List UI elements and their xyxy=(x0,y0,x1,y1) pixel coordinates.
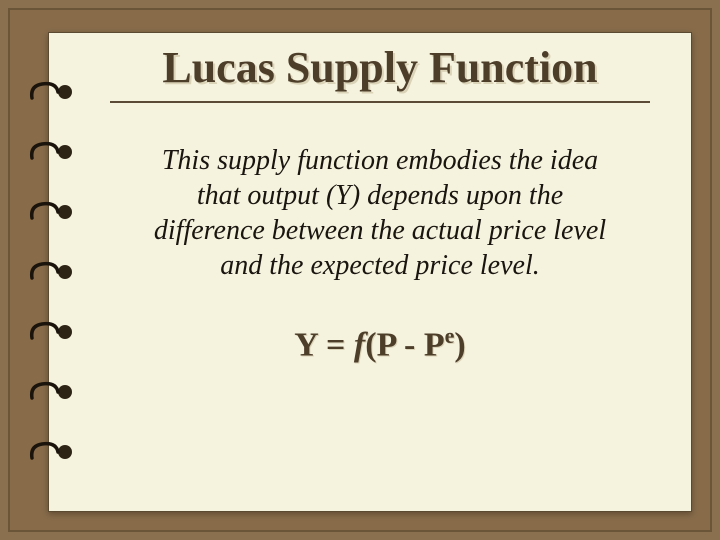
eq-minus: - xyxy=(395,326,423,363)
eq-func: f xyxy=(354,326,365,363)
slide-title: Lucas Supply Function xyxy=(110,42,650,93)
eq-equals: = xyxy=(318,326,354,363)
slide-content: Lucas Supply Function This supply functi… xyxy=(50,10,690,530)
eq-open: ( xyxy=(365,326,376,363)
eq-close: ) xyxy=(454,326,465,363)
eq-superscript: e xyxy=(445,323,455,348)
slide-body-text: This supply function embodies the idea t… xyxy=(140,143,620,283)
title-divider xyxy=(110,101,650,103)
equation: Y = f(P - Pe) xyxy=(110,323,650,364)
slide-frame: Lucas Supply Function This supply functi… xyxy=(8,8,712,532)
eq-lhs: Y xyxy=(294,326,317,363)
eq-arg2: P xyxy=(424,326,445,363)
eq-arg1: P xyxy=(377,326,396,363)
